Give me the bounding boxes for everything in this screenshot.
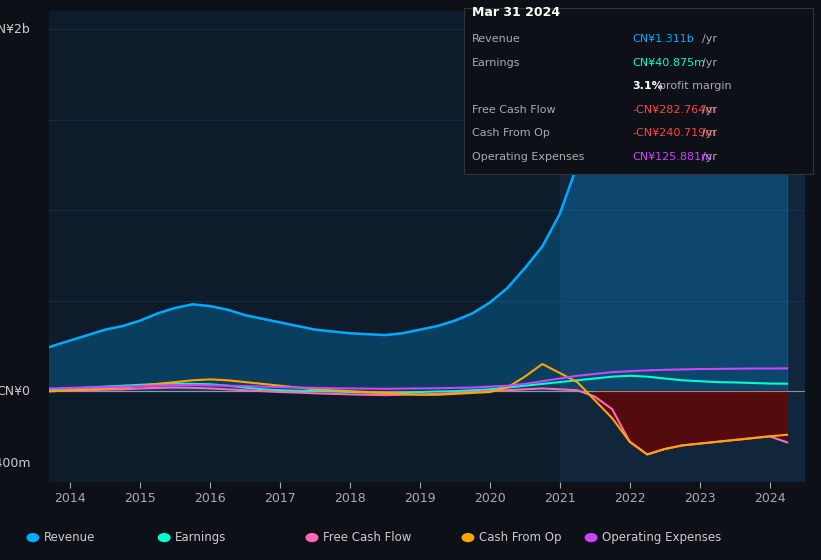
Text: -CN¥282.764m: -CN¥282.764m — [632, 105, 717, 115]
Text: profit margin: profit margin — [659, 81, 732, 91]
Text: Cash From Op: Cash From Op — [479, 531, 561, 544]
Text: Operating Expenses: Operating Expenses — [602, 531, 721, 544]
Text: Operating Expenses: Operating Expenses — [472, 152, 585, 162]
Text: CN¥40.875m: CN¥40.875m — [632, 58, 705, 68]
Text: Mar 31 2024: Mar 31 2024 — [472, 6, 560, 18]
Text: Cash From Op: Cash From Op — [472, 128, 550, 138]
Text: CN¥125.881m: CN¥125.881m — [632, 152, 712, 162]
Text: Free Cash Flow: Free Cash Flow — [472, 105, 556, 115]
Text: /yr: /yr — [702, 105, 717, 115]
Text: /yr: /yr — [702, 34, 717, 44]
Text: -CN¥400m: -CN¥400m — [0, 457, 30, 470]
Text: Earnings: Earnings — [472, 58, 521, 68]
Text: /yr: /yr — [702, 58, 717, 68]
Text: CN¥2b: CN¥2b — [0, 23, 30, 36]
Text: Revenue: Revenue — [472, 34, 521, 44]
Text: Free Cash Flow: Free Cash Flow — [323, 531, 411, 544]
Text: /yr: /yr — [702, 128, 717, 138]
Text: /yr: /yr — [702, 152, 717, 162]
Text: -CN¥240.719m: -CN¥240.719m — [632, 128, 716, 138]
Text: CN¥0: CN¥0 — [0, 385, 30, 398]
Text: Earnings: Earnings — [175, 531, 227, 544]
Text: 3.1%: 3.1% — [632, 81, 663, 91]
Bar — [560, 11, 805, 482]
Text: CN¥1.311b: CN¥1.311b — [632, 34, 694, 44]
Text: Revenue: Revenue — [44, 531, 95, 544]
